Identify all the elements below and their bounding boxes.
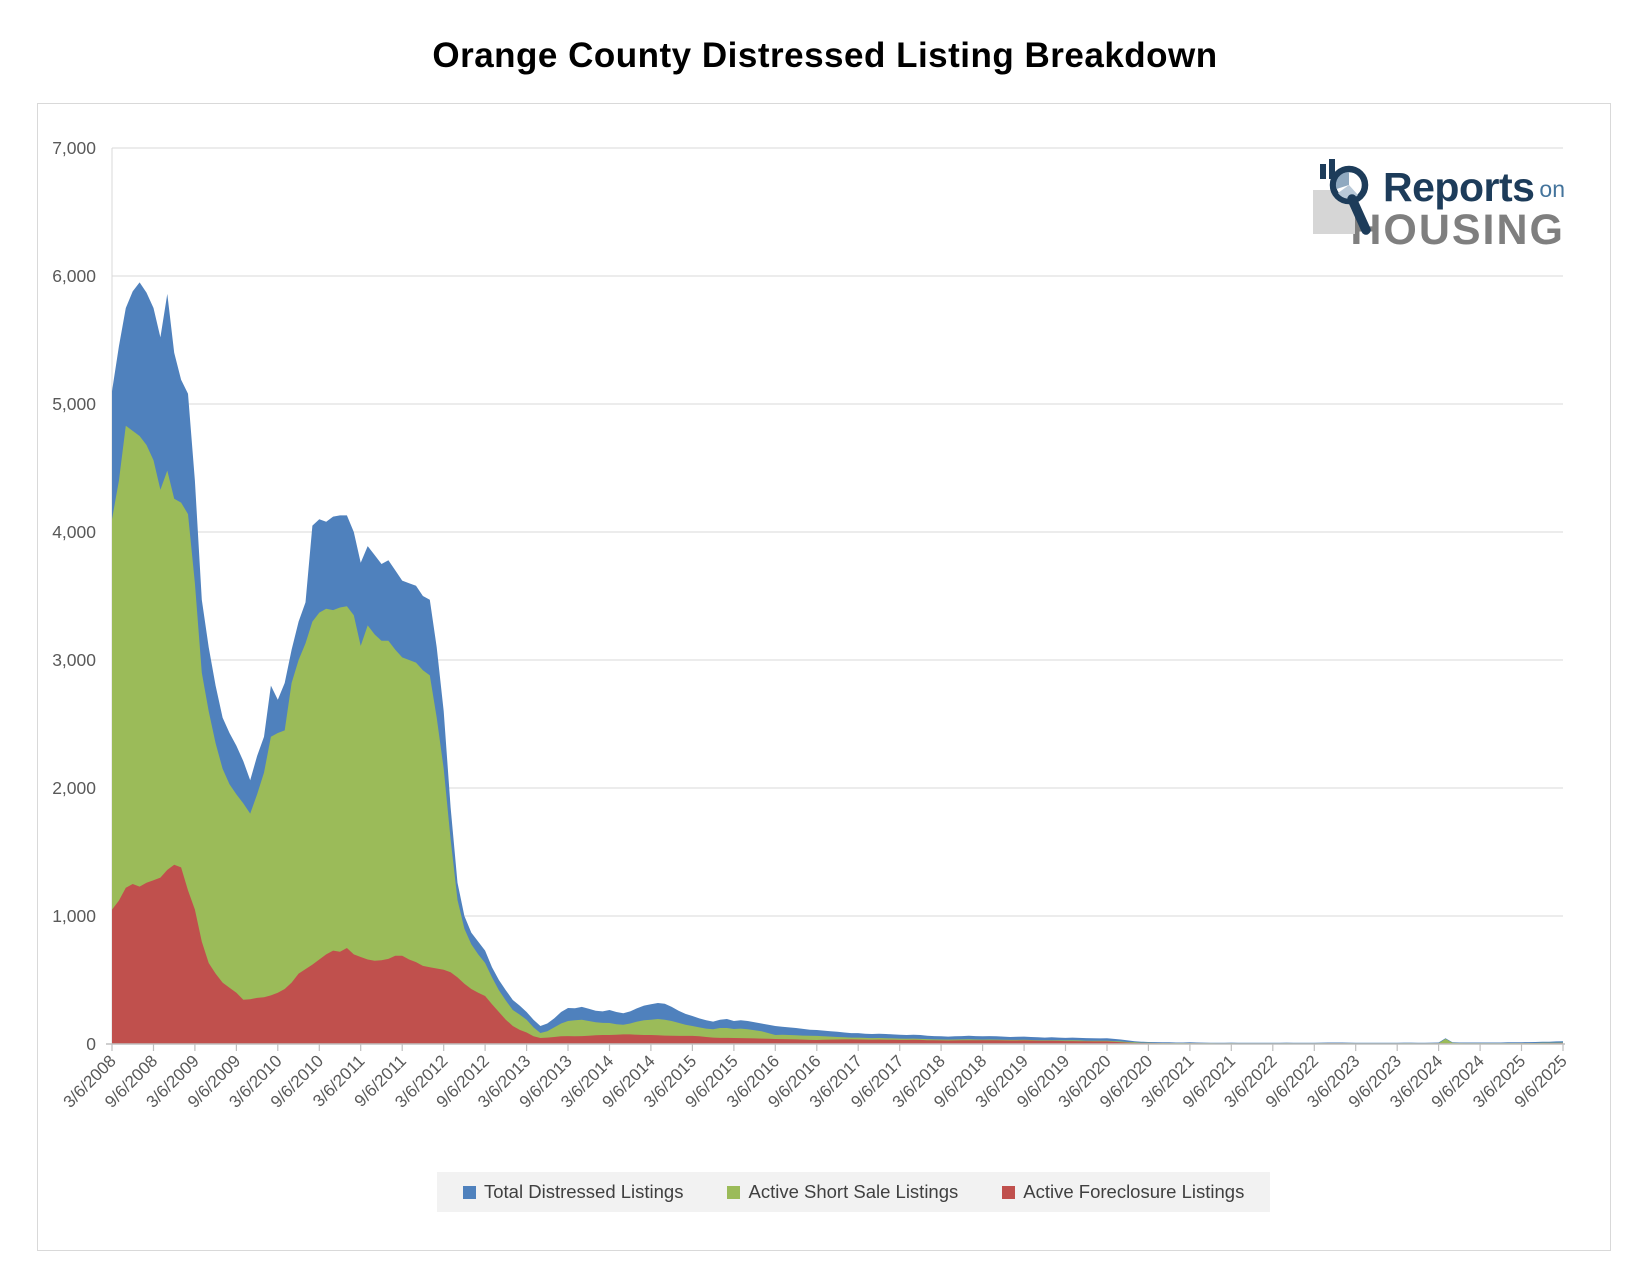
logo-top-line: Reports on <box>1205 158 1565 235</box>
legend-swatch <box>463 1185 476 1199</box>
logo-text-on: on <box>1539 175 1565 202</box>
y-axis-tick-label: 6,000 <box>52 266 96 286</box>
area-series-2 <box>112 864 1563 1044</box>
y-axis-tick-label: 4,000 <box>52 522 96 542</box>
legend-item: Total Distressed Listings <box>463 1181 683 1203</box>
chart-legend: Total Distressed Listings Active Short Sa… <box>437 1172 1271 1212</box>
legend-label: Active Foreclosure Listings <box>1023 1181 1245 1202</box>
y-axis-tick-label: 5,000 <box>52 394 96 414</box>
area-series-1 <box>112 425 1563 1044</box>
logo-bar-icon <box>1319 164 1326 179</box>
magnifier-chart-logo-icon <box>1312 159 1371 235</box>
chart-title: Orange County Distressed Listing Breakdo… <box>432 36 1218 75</box>
y-axis-tick-label: 3,000 <box>52 650 96 670</box>
logo-bar-icon <box>1328 159 1335 179</box>
logo-text-housing: HOUSING <box>1350 206 1565 254</box>
logo-pie-wedge <box>1335 171 1349 189</box>
legend-swatch <box>1002 1185 1016 1199</box>
y-axis-tick-label: 2,000 <box>52 778 96 798</box>
legend-label: Active Short Sale Listings <box>748 1181 959 1202</box>
reports-on-housing-logo: Reports on HOUSING <box>1205 158 1565 255</box>
y-axis-tick-label: 0 <box>86 1034 96 1054</box>
legend-item: Active Short Sale Listings <box>727 1181 958 1203</box>
y-axis-tick-label: 7,000 <box>52 138 96 158</box>
legend-label: Total Distressed Listings <box>484 1181 684 1202</box>
y-axis-tick-label: 1,000 <box>52 906 96 926</box>
logo-magnifier-handle <box>1347 194 1371 235</box>
logo-text-reports: Reports <box>1382 163 1535 210</box>
legend-swatch <box>727 1185 741 1199</box>
legend-item: Active Foreclosure Listings <box>1002 1181 1244 1203</box>
